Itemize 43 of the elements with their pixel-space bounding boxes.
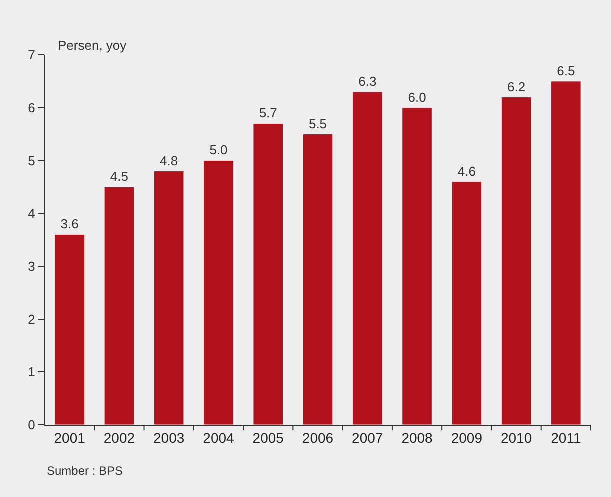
bar xyxy=(501,97,532,425)
bar xyxy=(204,160,234,425)
bar xyxy=(402,108,432,425)
y-tick-label: 6 xyxy=(28,100,36,116)
data-label: 6.3 xyxy=(358,74,377,89)
data-label: 6.0 xyxy=(408,90,426,105)
data-label: 4.6 xyxy=(458,164,476,179)
bar xyxy=(104,186,135,425)
data-label: 5.0 xyxy=(210,142,228,158)
bar xyxy=(253,123,284,425)
data-label: 3.6 xyxy=(60,216,79,232)
data-label: 5.5 xyxy=(308,116,328,132)
y-tick-label: 7 xyxy=(28,48,36,63)
bar xyxy=(54,234,85,425)
x-tick-label: 2003 xyxy=(154,430,185,446)
x-tick-label: 2011 xyxy=(551,430,582,446)
bar xyxy=(302,134,334,425)
data-label: 4.5 xyxy=(110,169,128,184)
x-tick-label: 2010 xyxy=(500,430,532,446)
y-tick-label: 4 xyxy=(28,206,36,222)
x-tick-label: 2006 xyxy=(302,430,334,446)
y-tick-label: 5 xyxy=(28,153,36,168)
y-axis-title: Persen, yoy xyxy=(58,38,128,53)
data-label: 6.5 xyxy=(557,63,576,78)
bar xyxy=(551,81,582,425)
y-tick-label: 1 xyxy=(28,364,36,380)
y-tick-label: 0 xyxy=(28,418,36,433)
x-tick-label: 2008 xyxy=(402,430,434,446)
x-tick-label: 2001 xyxy=(54,430,86,446)
y-tick-label: 2 xyxy=(28,312,36,327)
data-label: 4.8 xyxy=(160,153,178,168)
x-tick-label: 2009 xyxy=(451,430,483,446)
bar xyxy=(352,92,383,425)
x-tick-label: 2005 xyxy=(252,430,284,446)
x-tick-label: 2002 xyxy=(104,430,136,446)
data-label: 6.2 xyxy=(508,79,526,94)
x-tick-label: 2004 xyxy=(203,430,235,446)
y-tick-label: 3 xyxy=(28,258,36,274)
bar xyxy=(452,182,482,425)
data-label: 5.7 xyxy=(259,106,278,121)
text: Sumber : BPS xyxy=(47,464,124,478)
x-tick-label: 2007 xyxy=(352,430,384,446)
bar xyxy=(154,171,184,425)
